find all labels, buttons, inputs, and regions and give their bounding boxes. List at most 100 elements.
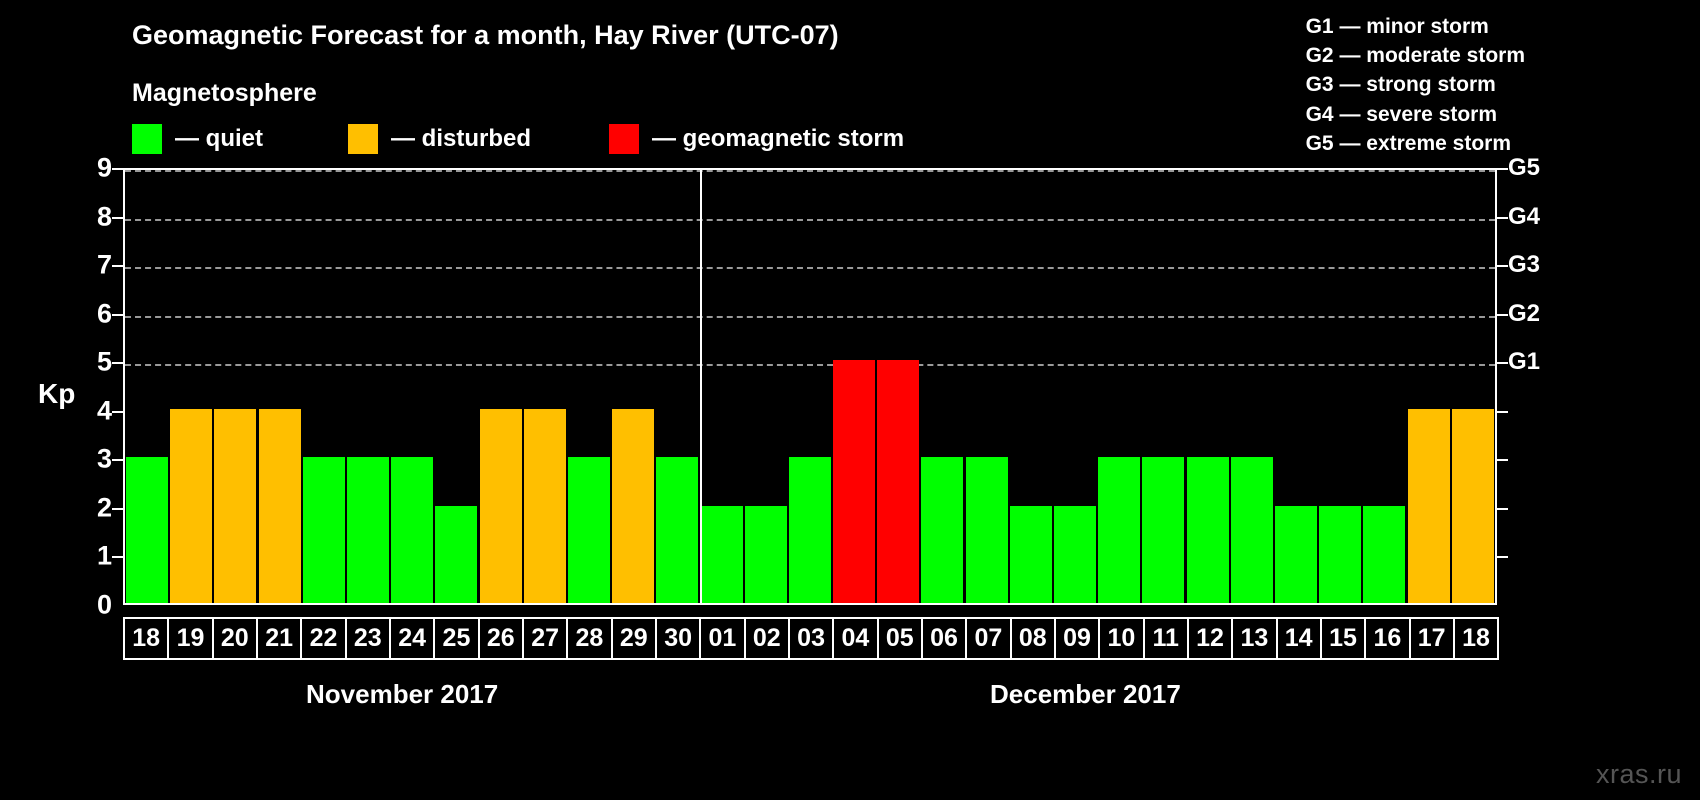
bar-slot[interactable] [832,170,876,603]
bar-slot[interactable] [1186,170,1230,603]
date-cell-30[interactable]: 30 [654,617,702,660]
date-cell-23[interactable]: 23 [344,617,391,660]
date-cell-24[interactable]: 24 [388,617,436,660]
date-cell-27[interactable]: 27 [521,617,569,660]
bar-23-kp3[interactable] [347,457,390,603]
date-cell-08[interactable]: 08 [1009,617,1056,660]
bar-18-kp4[interactable] [1451,408,1494,603]
bar-05-kp5[interactable] [877,360,920,603]
bar-slot[interactable] [611,170,655,603]
bar-10-kp3[interactable] [1098,457,1141,603]
gscale-line-g5: G5 — extreme storm [1305,131,1512,155]
date-cell-17[interactable]: 17 [1408,617,1455,660]
y-tick-label-3: 3 [96,443,112,474]
bar-slot[interactable] [434,170,478,603]
bar-03-kp3[interactable] [788,457,831,603]
date-cell-12[interactable]: 12 [1186,617,1234,660]
date-cell-25[interactable]: 25 [433,617,480,660]
legend-item-quiet: — quiet [132,124,263,154]
bar-06-kp3[interactable] [921,457,964,603]
bar-15-kp2[interactable] [1319,505,1362,603]
bar-28-kp3[interactable] [567,457,610,603]
bar-slot[interactable] [346,170,390,603]
bar-slot[interactable] [1451,170,1495,603]
bar-20-kp4[interactable] [214,408,257,603]
date-cell-21[interactable]: 21 [255,617,303,660]
bar-11-kp3[interactable] [1142,457,1185,603]
bar-17-kp4[interactable] [1407,408,1450,603]
bar-slot[interactable] [655,170,699,603]
bar-22-kp3[interactable] [302,457,345,603]
date-cell-05[interactable]: 05 [876,617,923,660]
bar-slot[interactable] [479,170,523,603]
bar-slot[interactable] [788,170,832,603]
date-cell-04[interactable]: 04 [832,617,879,660]
bar-30-kp3[interactable] [656,457,699,603]
date-cell-10[interactable]: 10 [1098,617,1145,660]
bar-slot[interactable] [876,170,920,603]
bar-slot[interactable] [169,170,213,603]
bar-slot[interactable] [1406,170,1450,603]
bar-slot[interactable] [1097,170,1141,603]
bar-19-kp4[interactable] [170,408,213,603]
bar-01-kp2[interactable] [700,505,743,603]
date-cell-14[interactable]: 14 [1275,617,1322,660]
bar-slot[interactable] [1230,170,1274,603]
bar-08-kp2[interactable] [1009,505,1052,603]
date-cell-01[interactable]: 01 [699,617,746,660]
date-cell-18[interactable]: 18 [1452,617,1500,660]
bar-slot[interactable] [965,170,1009,603]
date-cell-20[interactable]: 20 [211,617,258,660]
bar-slot[interactable] [1362,170,1406,603]
bar-16-kp2[interactable] [1363,505,1406,603]
bar-09-kp2[interactable] [1054,505,1097,603]
bar-slot[interactable] [258,170,302,603]
bar-27-kp4[interactable] [523,408,566,603]
date-cell-13[interactable]: 13 [1231,617,1278,660]
date-cell-07[interactable]: 07 [965,617,1012,660]
date-cell-26[interactable]: 26 [477,617,524,660]
bar-slot[interactable] [920,170,964,603]
date-cell-09[interactable]: 09 [1053,617,1101,660]
date-cell-19[interactable]: 19 [167,617,214,660]
date-cell-28[interactable]: 28 [566,617,613,660]
bar-slot[interactable] [699,170,743,603]
date-cell-02[interactable]: 02 [743,617,790,660]
date-cell-16[interactable]: 16 [1364,617,1411,660]
bar-slot[interactable] [1141,170,1185,603]
bar-24-kp3[interactable] [391,457,434,603]
date-cell-03[interactable]: 03 [787,617,835,660]
bar-slot[interactable] [213,170,257,603]
date-cell-11[interactable]: 11 [1142,617,1189,660]
date-cell-29[interactable]: 29 [610,617,657,660]
gscale-line-g2: G2 — moderate storm [1305,44,1525,68]
bar-slot[interactable] [125,170,169,603]
date-cell-22[interactable]: 22 [300,617,347,660]
bar-04-kp5[interactable] [833,360,876,603]
bar-slot[interactable] [744,170,788,603]
bar-slot[interactable] [1274,170,1318,603]
bar-02-kp2[interactable] [744,505,787,603]
bar-25-kp2[interactable] [435,505,478,603]
date-cell-15[interactable]: 15 [1319,617,1367,660]
bar-slot[interactable] [1318,170,1362,603]
bar-slot[interactable] [390,170,434,603]
g-tick-mark-g1 [1497,362,1508,365]
bar-slot[interactable] [1009,170,1053,603]
bar-slot[interactable] [1053,170,1097,603]
bar-26-kp4[interactable] [479,408,522,603]
bar-18-kp3[interactable] [126,457,169,603]
y-tick-mark-9 [112,168,123,170]
bar-12-kp3[interactable] [1186,457,1229,603]
bar-14-kp2[interactable] [1274,505,1317,603]
bar-29-kp4[interactable] [612,408,655,603]
g-tick-mark-g5 [1497,168,1508,170]
date-cell-06[interactable]: 06 [920,617,968,660]
bar-slot[interactable] [567,170,611,603]
bar-07-kp3[interactable] [965,457,1008,603]
bar-13-kp3[interactable] [1230,457,1273,603]
date-cell-18[interactable]: 18 [123,617,170,660]
bar-slot[interactable] [523,170,567,603]
bar-slot[interactable] [302,170,346,603]
bar-21-kp4[interactable] [258,408,301,603]
